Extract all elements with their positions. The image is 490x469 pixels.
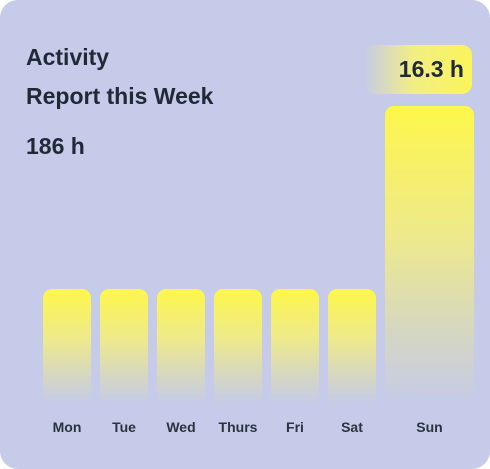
- bar-fri: [271, 288, 319, 404]
- bar-sun: [385, 106, 474, 404]
- day-label-tue: Tue: [112, 419, 136, 435]
- title-line-2: Report this Week: [26, 83, 214, 109]
- card-title: Activity Report this Week: [26, 38, 213, 116]
- bar-thurs: [214, 288, 262, 404]
- bar-sat: [328, 288, 376, 404]
- day-label-sun: Sun: [416, 419, 443, 435]
- day-label-mon: Mon: [52, 419, 82, 435]
- day-label-fri: Fri: [286, 419, 304, 435]
- highlighted-value-badge: 16.3 h: [364, 45, 472, 94]
- bar-wed: [157, 288, 205, 404]
- bar-tue: [100, 288, 148, 404]
- weekly-total: 186 h: [26, 133, 85, 159]
- title-line-1: Activity: [26, 44, 110, 70]
- bar-mon: [43, 288, 91, 404]
- day-label-sat: Sat: [341, 419, 363, 435]
- day-label-thurs: Thurs: [218, 419, 258, 435]
- day-label-wed: Wed: [166, 419, 196, 435]
